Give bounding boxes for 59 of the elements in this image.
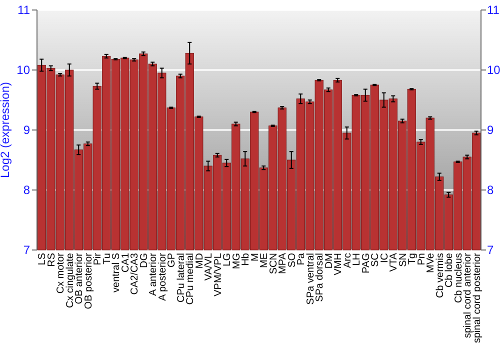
x-tick-label: RS — [46, 252, 58, 267]
x-tick-label: spinal cord posterior — [472, 252, 483, 344]
x-tick-label: VTA — [388, 252, 400, 272]
x-tick-label: VPM/VPL — [212, 252, 224, 296]
x-tick-label: DM — [324, 253, 335, 269]
x-tick-label: M — [250, 253, 261, 262]
x-tick-label: ME — [259, 252, 270, 268]
x-tick-label: ventral S — [111, 252, 122, 292]
y2-tick-label: 11 — [487, 3, 500, 18]
x-tick-label: Tu — [102, 253, 113, 264]
x-tick-label: Cb lobe — [444, 252, 456, 288]
x-tick-label: LS — [37, 252, 48, 266]
x-tick-label: Hb — [240, 252, 252, 266]
x-tick-label: VA/VL — [204, 252, 215, 281]
x-tick-label: CPu lateral — [176, 253, 187, 302]
x-tick-label: CA1 — [120, 252, 132, 272]
x-tick-label: Cb vermis — [434, 253, 446, 298]
x-tick-label: LH — [352, 253, 363, 266]
x-tick-label: SO — [286, 252, 298, 268]
x-tick-label: MG — [231, 252, 242, 270]
x-tick-label: SPa dorsal — [314, 253, 326, 302]
x-tick-label: OB anterior — [74, 252, 86, 304]
y-tick-label: 8 — [23, 183, 30, 198]
x-tick-label: SN — [398, 253, 409, 267]
x-tick-label: Pir — [92, 252, 104, 266]
x-tick-label: SCN — [268, 253, 280, 274]
x-tick-label: CPu medial — [185, 253, 196, 305]
x-tick-label: IC — [379, 253, 390, 263]
x-tick-label: LG — [222, 252, 234, 266]
x-tick-label: Cb nucleus — [453, 253, 464, 304]
x-tick-label: CA2/CA3 — [130, 252, 141, 295]
x-tick-label: Pa — [296, 252, 308, 266]
x-tick-label: SC — [370, 253, 382, 267]
x-tick-label: MD — [194, 253, 206, 269]
x-tick-label: Pn — [416, 253, 428, 266]
y-axis-title: Log2 (expression) — [0, 82, 12, 178]
x-tick-label: DG — [138, 252, 150, 268]
y-tick-label: 10 — [16, 63, 30, 78]
y-tick-label: 9 — [23, 123, 30, 138]
x-tick-label: Cx cingulate — [64, 252, 76, 308]
y-tick-label: 11 — [18, 3, 30, 18]
y2-tick-label: 8 — [487, 183, 494, 198]
x-tick-label: SPa ventral — [305, 253, 316, 305]
x-tick-label: VMH — [333, 253, 344, 276]
x-tick-label: Arc — [342, 253, 354, 268]
x-tick-label: Cx motor — [56, 252, 67, 294]
x-tick-label: spinal cord anterior — [462, 252, 474, 338]
y-tick-label: 7 — [23, 243, 30, 258]
x-tick-label: PAG — [360, 252, 372, 274]
y2-tick-label: 10 — [487, 63, 500, 78]
x-tick-label: GP — [166, 252, 178, 268]
x-tick-label: MVe — [426, 252, 437, 274]
x-tick-label: OB posterior — [83, 252, 94, 310]
x-tick-label: MPA — [278, 252, 289, 274]
x-tick-label: A anterior — [148, 252, 160, 296]
x-tick-label: Tg — [407, 253, 418, 265]
y2-tick-label: 7 — [487, 243, 494, 258]
y2-tick-label: 9 — [487, 123, 494, 138]
x-tick-label: A posterior — [157, 252, 168, 301]
